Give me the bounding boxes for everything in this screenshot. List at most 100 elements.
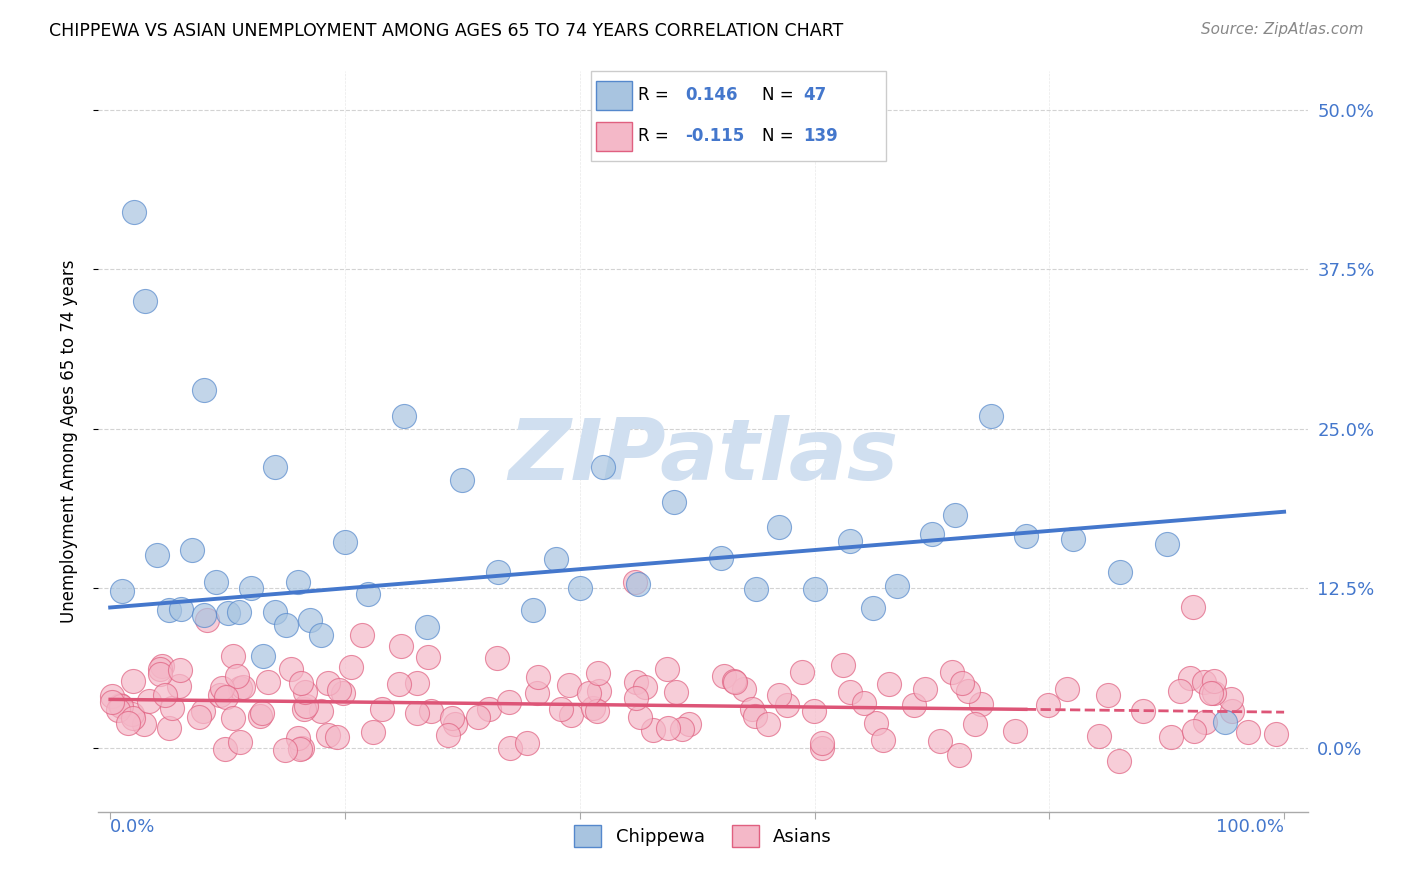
Point <box>316 676 339 690</box>
Point <box>149 666 172 681</box>
Point <box>111 583 134 598</box>
Point <box>478 702 501 716</box>
FancyBboxPatch shape <box>591 71 886 161</box>
Point <box>419 704 441 718</box>
Text: -0.115: -0.115 <box>685 128 744 145</box>
Point <box>467 710 489 724</box>
Point <box>332 686 354 700</box>
FancyBboxPatch shape <box>596 81 631 110</box>
FancyBboxPatch shape <box>596 122 631 151</box>
Point <box>150 659 173 673</box>
Point <box>1108 566 1130 580</box>
Point <box>929 734 952 748</box>
Point <box>316 728 339 742</box>
Point <box>274 743 297 757</box>
Point <box>292 701 315 715</box>
Point <box>252 649 274 664</box>
Legend: Chippewa, Asians: Chippewa, Asians <box>567 818 839 855</box>
Point <box>516 736 538 750</box>
Point <box>745 582 768 596</box>
Point <box>586 665 609 680</box>
Point <box>865 716 887 731</box>
Point <box>416 620 439 634</box>
Point <box>862 600 884 615</box>
Point <box>1204 674 1226 689</box>
Point <box>339 660 361 674</box>
Text: R =: R = <box>638 87 673 104</box>
Point <box>657 721 679 735</box>
Text: N =: N = <box>762 128 799 145</box>
Point <box>280 662 302 676</box>
Point <box>117 716 139 731</box>
Point <box>710 551 733 566</box>
Point <box>886 579 908 593</box>
Point <box>110 699 132 714</box>
Point <box>138 694 160 708</box>
Point <box>240 581 263 595</box>
Point <box>226 669 249 683</box>
Point <box>811 735 834 749</box>
Point <box>1192 674 1215 689</box>
Point <box>914 681 936 696</box>
Point <box>328 683 350 698</box>
Point <box>713 669 735 683</box>
Point <box>132 717 155 731</box>
Point <box>741 702 763 716</box>
Point <box>1199 686 1222 700</box>
Point <box>1204 686 1226 700</box>
Point <box>357 586 380 600</box>
Point <box>1219 692 1241 706</box>
Point <box>546 552 568 566</box>
Point <box>1220 704 1243 718</box>
Point <box>527 669 550 683</box>
Point <box>582 700 605 714</box>
Point <box>671 722 693 736</box>
Point <box>406 706 429 720</box>
Point <box>122 204 145 219</box>
Point <box>416 649 439 664</box>
Point <box>352 628 374 642</box>
Point <box>941 665 963 679</box>
Point <box>499 741 522 756</box>
Point <box>440 711 463 725</box>
Point <box>1194 715 1216 730</box>
Point <box>149 662 172 676</box>
Point <box>1160 730 1182 744</box>
Point <box>228 605 250 619</box>
Text: 139: 139 <box>803 128 838 145</box>
Point <box>191 704 214 718</box>
Point <box>803 582 825 596</box>
Point <box>776 698 799 712</box>
Point <box>361 725 384 739</box>
Point <box>311 628 333 642</box>
Point <box>298 613 321 627</box>
Point <box>159 721 181 735</box>
Point <box>1132 704 1154 718</box>
Point <box>295 699 318 714</box>
Point <box>724 675 747 690</box>
Point <box>1181 600 1204 615</box>
Point <box>263 460 285 475</box>
Point <box>222 711 245 725</box>
Text: 0.146: 0.146 <box>685 87 738 104</box>
Point <box>662 495 685 509</box>
Point <box>389 639 412 653</box>
Point <box>1108 754 1130 768</box>
Point <box>586 704 609 718</box>
Point <box>832 657 855 672</box>
Point <box>108 698 131 712</box>
Point <box>945 508 967 522</box>
Point <box>853 696 876 710</box>
Point <box>229 734 252 748</box>
Point <box>451 473 474 487</box>
Point <box>437 728 460 742</box>
Text: N =: N = <box>762 87 799 104</box>
Point <box>1168 683 1191 698</box>
Point <box>803 704 825 718</box>
Point <box>592 460 614 475</box>
Point <box>624 674 647 689</box>
Point <box>392 409 415 423</box>
Point <box>1215 715 1237 730</box>
Point <box>193 384 215 398</box>
Point <box>665 685 688 699</box>
